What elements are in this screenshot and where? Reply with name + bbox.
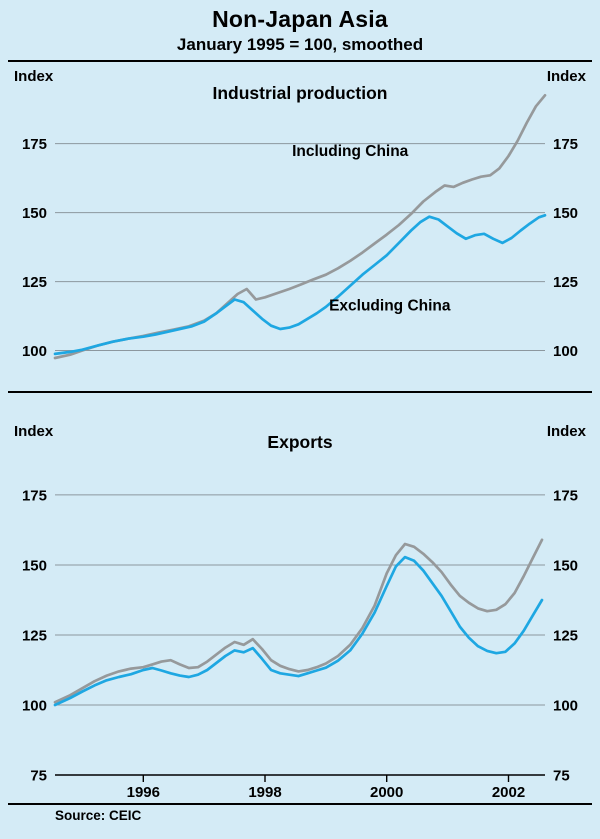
panel-title-exports: Exports bbox=[267, 432, 332, 452]
series-line-including-china bbox=[53, 93, 547, 360]
x-tick-label: 1998 bbox=[248, 784, 281, 801]
x-tick-label: 2000 bbox=[370, 784, 403, 801]
y-tick-label-right: 100 bbox=[553, 698, 578, 715]
x-tick-label: 1996 bbox=[127, 784, 160, 801]
y-tick-label-left: 175 bbox=[22, 136, 47, 153]
panel-title-industrial-production: Industrial production bbox=[213, 83, 388, 103]
annotation-excluding-china: Excluding China bbox=[329, 298, 451, 315]
y-tick-label-left: 100 bbox=[22, 698, 47, 715]
source-note: Source: CEIC bbox=[55, 808, 142, 823]
series-line-including-china bbox=[53, 538, 544, 704]
y-tick-label-right: 125 bbox=[553, 628, 578, 645]
index-label-right: Index bbox=[547, 68, 587, 85]
y-tick-label-right: 125 bbox=[553, 274, 578, 291]
chart-title: Non-Japan Asia bbox=[212, 6, 388, 32]
industrial-production-panel: 100 100 125 125 150 150 175 175 Index Index Indust… bbox=[14, 68, 587, 360]
y-tick-label-left: 150 bbox=[22, 205, 47, 222]
series-line-excluding-china bbox=[53, 213, 547, 356]
index-label-left: Index bbox=[14, 423, 54, 440]
y-tick-label-left: 75 bbox=[30, 768, 47, 785]
y-tick-label-right: 75 bbox=[553, 768, 570, 785]
y-tick-label-left: 125 bbox=[22, 628, 47, 645]
y-tick-label-right: 100 bbox=[553, 343, 578, 360]
index-label-right: Index bbox=[547, 423, 587, 440]
series-line-excluding-china bbox=[53, 555, 544, 707]
y-tick-label-left: 100 bbox=[22, 343, 47, 360]
chart-subtitle: January 1995 = 100, smoothed bbox=[176, 35, 424, 54]
x-tick-label: 2002 bbox=[492, 784, 525, 801]
index-label-left: Index bbox=[14, 68, 54, 85]
exports-panel: 1996 1998 2000 2002 75 75 100 100 125 125 150 150 17… bbox=[14, 423, 587, 801]
annotation-including-china: Including China bbox=[292, 143, 409, 160]
y-tick-label-left: 125 bbox=[22, 274, 47, 291]
y-tick-label-right: 175 bbox=[553, 136, 578, 153]
y-tick-label-right: 150 bbox=[553, 558, 578, 575]
y-tick-label-left: 150 bbox=[22, 558, 47, 575]
y-tick-label-right: 150 bbox=[553, 205, 578, 222]
source-rule bbox=[8, 803, 592, 805]
y-tick-label-left: 175 bbox=[22, 487, 47, 504]
y-tick-label-right: 175 bbox=[553, 487, 578, 504]
header-rule bbox=[8, 60, 592, 62]
panel-divider-rule bbox=[8, 391, 592, 393]
